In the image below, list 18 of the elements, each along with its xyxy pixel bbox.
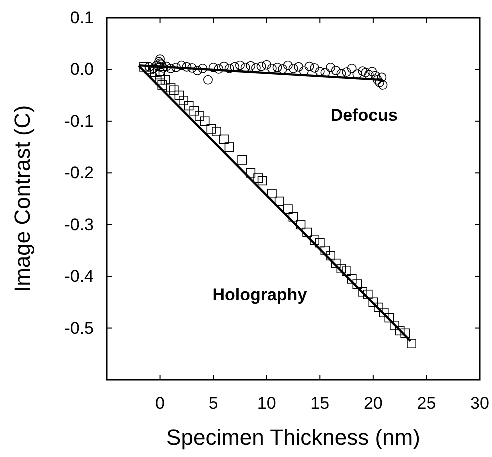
- x-tick-label: 20: [364, 394, 383, 413]
- x-axis-title: Specimen Thickness (nm): [166, 425, 420, 450]
- annotation: Holography: [212, 285, 308, 304]
- y-tick-label: -0.5: [64, 318, 94, 338]
- x-tick-label: 30: [470, 394, 490, 413]
- y-axis-title: Image Contrast (C): [10, 105, 35, 293]
- annotation: Defocus: [330, 106, 398, 126]
- y-tick-label: 0.0: [70, 60, 94, 80]
- x-tick-label: 10: [257, 394, 276, 413]
- y-tick-label: -0.3: [64, 215, 94, 234]
- x-tick-label: 25: [417, 394, 436, 413]
- x-tick-label: 15: [310, 394, 330, 413]
- y-tick-label: -0.1: [64, 112, 94, 131]
- y-tick-label: -0.4: [64, 267, 94, 286]
- x-tick-label: 0: [156, 394, 166, 413]
- x-tick-label: 5: [208, 394, 218, 413]
- y-tick-label: 0.1: [70, 8, 94, 28]
- y-tick-label: -0.2: [64, 164, 94, 183]
